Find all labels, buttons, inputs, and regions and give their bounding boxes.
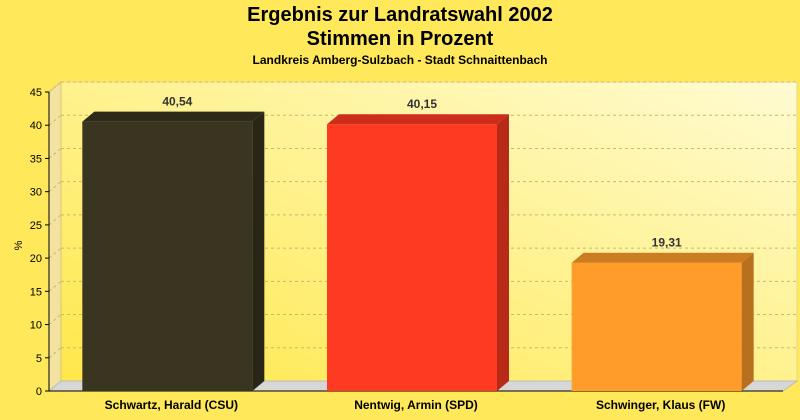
y-tick-label: 0: [36, 386, 42, 398]
side-wall: [48, 80, 62, 393]
bar-top: [571, 252, 754, 263]
bar-top: [82, 111, 265, 122]
gridline-diagonal: [48, 114, 62, 126]
data-label: 40,15: [407, 97, 437, 111]
data-label: 19,31: [652, 236, 682, 250]
y-tick-label: 15: [30, 286, 42, 298]
y-tick-label: 35: [30, 153, 42, 165]
gridline-diagonal: [48, 81, 62, 93]
gridline-diagonal: [48, 314, 62, 325]
gridline-diagonal: [48, 148, 62, 159]
y-tick-label: 40: [30, 120, 42, 132]
bar: [571, 262, 742, 391]
data-label: 40,54: [162, 95, 192, 109]
bar-side: [497, 114, 509, 391]
chart-title: Ergebnis zur Landratswahl 2002: [247, 4, 553, 26]
bar: [327, 124, 497, 391]
bar-side: [741, 252, 754, 391]
x-tick-label: Schwartz, Harald (CSU): [105, 398, 238, 412]
gridline-diagonal: [48, 347, 62, 359]
gridline-diagonal: [48, 181, 62, 193]
y-tick-label: 10: [30, 320, 42, 332]
y-tick-label: 30: [30, 187, 42, 199]
y-tick-label: 20: [30, 253, 42, 265]
bar: [82, 121, 253, 392]
x-tick-label: Schwinger, Klaus (FW): [596, 398, 725, 412]
bar-top: [327, 114, 509, 125]
gridline-diagonal: [48, 280, 62, 292]
x-tick-label: Nentwig, Armin (SPD): [354, 398, 478, 412]
chart-title-line2: Stimmen in Prozent: [306, 28, 494, 50]
gridline-diagonal: [48, 247, 62, 259]
gridline-diagonal: [48, 214, 62, 226]
y-tick-label: 45: [30, 87, 42, 99]
y-axis-label: %: [13, 240, 25, 250]
bar-side: [252, 111, 265, 392]
chart-subtitle: Landkreis Amberg-Sulzbach - Stadt Schnai…: [252, 53, 548, 67]
y-tick-label: 5: [36, 353, 42, 365]
y-tick-label: 25: [30, 220, 42, 232]
